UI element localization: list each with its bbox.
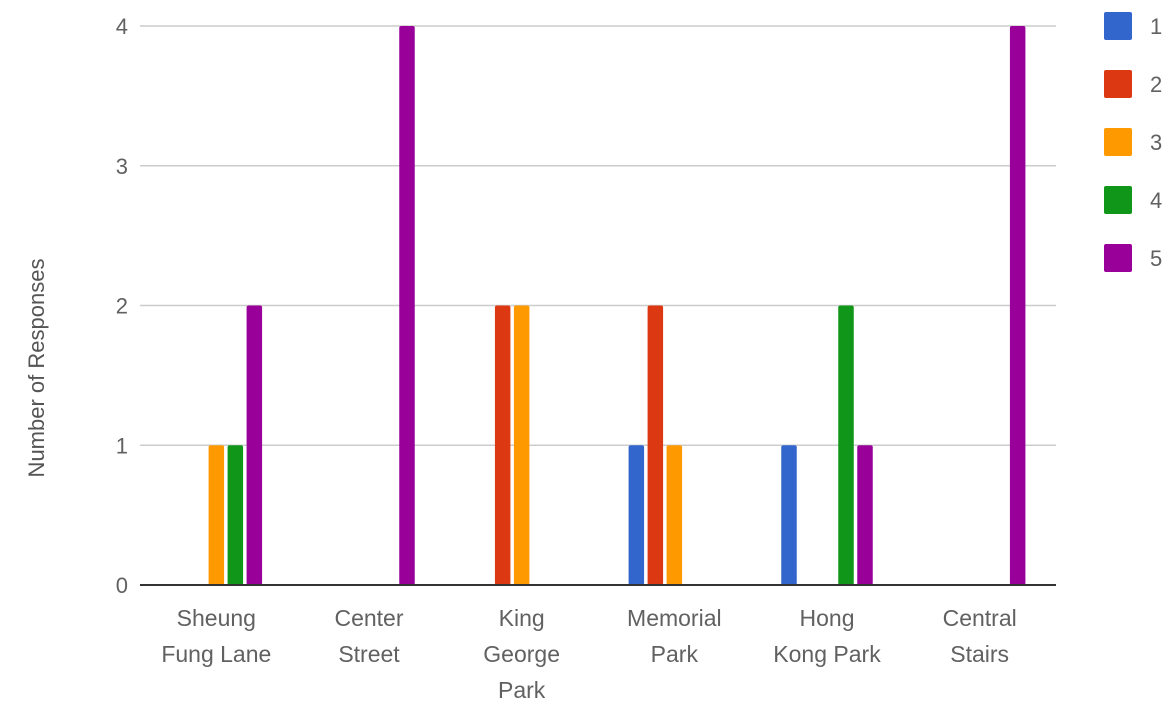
x-category-label-line: King <box>499 605 545 631</box>
x-category-label-line: Central <box>943 605 1017 631</box>
legend-label-5: 5 <box>1150 246 1162 271</box>
bar-series-3-cat-3 <box>666 445 683 585</box>
bar-series-2-cat-3 <box>647 305 664 585</box>
x-category-label-line: Stairs <box>950 641 1009 667</box>
y-tick-label: 3 <box>116 154 128 179</box>
legend: 1 2 3 4 5 <box>1104 12 1162 272</box>
x-category-label-line: Park <box>651 641 699 667</box>
x-category-label-line: Memorial <box>627 605 722 631</box>
x-category-label: King George Park <box>483 605 560 703</box>
x-category-label: Sheung Fung Lane <box>161 605 271 667</box>
x-category-label: Center Street <box>334 605 403 667</box>
x-category-label: Memorial Park <box>627 605 722 667</box>
bar-series-1-cat-3 <box>628 445 645 585</box>
legend-swatch-5 <box>1104 244 1132 272</box>
y-tick-label: 0 <box>116 573 128 598</box>
gridlines <box>140 25 1056 446</box>
legend-swatch-3 <box>1104 128 1132 156</box>
y-axis-ticks: 0 1 2 3 4 <box>116 14 128 598</box>
y-tick-label: 4 <box>116 14 128 39</box>
x-category-label-line: Sheung <box>177 605 256 631</box>
y-tick-label: 2 <box>116 294 128 319</box>
legend-swatch-1 <box>1104 12 1132 40</box>
legend-label-4: 4 <box>1150 188 1162 213</box>
legend-swatch-2 <box>1104 70 1132 98</box>
x-category-label: Hong Kong Park <box>773 605 881 667</box>
bar-series-3-cat-0 <box>208 445 225 585</box>
bar-series-5-cat-0 <box>246 305 263 585</box>
x-category-label-line: Hong <box>800 605 855 631</box>
legend-label-2: 2 <box>1150 72 1162 97</box>
bar-series-4-cat-0 <box>227 445 244 585</box>
x-category-label: Central Stairs <box>943 605 1017 667</box>
x-category-label-line: Center <box>334 605 403 631</box>
bar-series-1-cat-4 <box>781 445 797 585</box>
bar-series-5-cat-1 <box>399 26 415 585</box>
legend-label-3: 3 <box>1150 130 1162 155</box>
x-axis-categories: Sheung Fung Lane Center Street King George Par… <box>161 605 1016 703</box>
bar-series-3-cat-2 <box>513 305 530 585</box>
bar-series-5-cat-5 <box>1009 26 1026 585</box>
bar-series-5-cat-4 <box>857 445 873 585</box>
y-tick-label: 1 <box>116 433 128 458</box>
x-category-label-line: George <box>483 641 560 667</box>
x-category-label-line: Kong Park <box>773 641 881 667</box>
x-category-label-line: Park <box>498 677 546 703</box>
legend-label-1: 1 <box>1150 14 1162 39</box>
bar-series-2-cat-2 <box>494 305 511 585</box>
legend-swatch-4 <box>1104 186 1132 214</box>
x-category-label-line: Street <box>338 641 400 667</box>
x-category-label-line: Fung Lane <box>161 641 271 667</box>
y-axis-label: Number of Responses <box>24 259 49 478</box>
bar-series-4-cat-4 <box>838 305 854 585</box>
bars <box>208 26 1026 585</box>
